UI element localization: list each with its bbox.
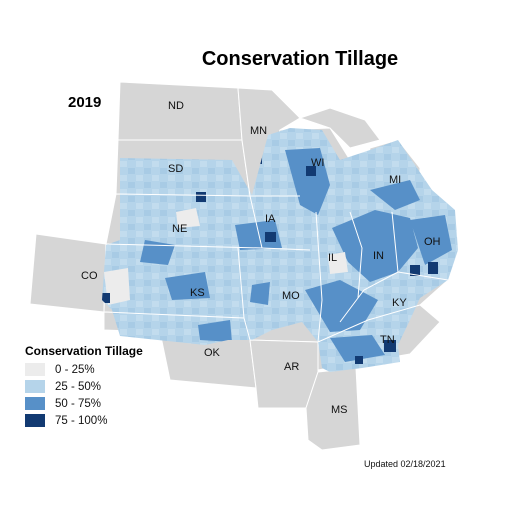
- updated-date: Updated 02/18/2021: [364, 459, 446, 469]
- county-region-0-25: [104, 128, 348, 305]
- legend-swatch: [25, 414, 45, 427]
- legend-swatch: [25, 397, 45, 410]
- county-region-50-75: [140, 148, 452, 362]
- state-ar: [249, 339, 319, 409]
- state-label-ok: OK: [204, 347, 221, 359]
- state-label-in: IN: [373, 250, 384, 262]
- state-label-il: IL: [328, 252, 337, 264]
- legend-label: 25 - 50%: [55, 380, 102, 393]
- state-label-mi: MI: [389, 174, 401, 186]
- state-label-tn: TN: [380, 334, 395, 346]
- legend-item: 50 - 75%: [25, 395, 143, 412]
- state-label-ms: MS: [331, 404, 348, 416]
- state-label-co: CO: [81, 270, 98, 282]
- legend-label: 0 - 25%: [55, 363, 95, 376]
- map-title: Conservation Tillage: [201, 48, 399, 70]
- state-label-ia: IA: [265, 213, 276, 225]
- state-label-mn: MN: [250, 125, 267, 137]
- state-label-mo: MO: [282, 290, 300, 302]
- legend-title: Conservation Tillage: [25, 344, 143, 358]
- state-label-oh: OH: [424, 236, 441, 248]
- state-label-ne: NE: [172, 223, 187, 235]
- state-mi-upper: [298, 107, 381, 149]
- legend-label: 75 - 100%: [55, 414, 108, 427]
- legend-swatch: [25, 363, 45, 376]
- legend-item: 75 - 100%: [25, 412, 143, 429]
- state-label-ky: KY: [392, 297, 407, 309]
- state-label-ar: AR: [284, 361, 299, 373]
- legend-item: 0 - 25%: [25, 361, 143, 378]
- legend-swatch: [25, 380, 45, 393]
- state-label-nd: ND: [168, 100, 184, 112]
- state-label-wi: WI: [311, 157, 324, 169]
- state-labels: ND MN SD WI MI NE IA IL IN OH CO KS MO K…: [81, 100, 441, 416]
- legend: Conservation Tillage 0 - 25% 25 - 50% 50…: [25, 344, 143, 429]
- state-label-ks: KS: [190, 287, 205, 299]
- state-label-sd: SD: [168, 163, 183, 175]
- year-label: 2019: [68, 94, 102, 111]
- legend-label: 50 - 75%: [55, 397, 102, 410]
- legend-item: 25 - 50%: [25, 378, 143, 395]
